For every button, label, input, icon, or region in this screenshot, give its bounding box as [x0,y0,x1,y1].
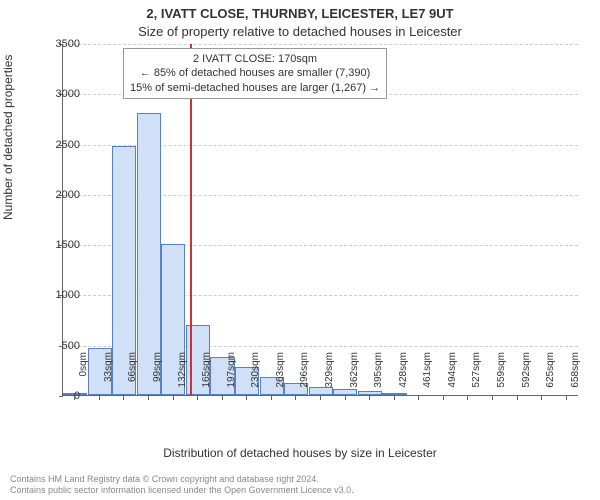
xtick-mark [394,396,395,400]
y-axis-label: Number of detached properties [1,55,15,220]
x-axis-label: Distribution of detached houses by size … [0,446,600,460]
xtick-label: 527sqm [471,352,482,402]
xtick-label: 494sqm [447,352,458,402]
xtick-label: 395sqm [373,352,384,402]
gridline [63,44,578,45]
plot-area: 2 IVATT CLOSE: 170sqm← 85% of detached h… [62,44,578,396]
xtick-label: 99sqm [152,352,163,402]
credits: Contains HM Land Registry data © Crown c… [10,474,354,497]
xtick-label: 461sqm [422,352,433,402]
xtick-mark [173,396,174,400]
xtick-label: 625sqm [545,352,556,402]
xtick-mark [320,396,321,400]
xtick-mark [443,396,444,400]
xtick-mark [123,396,124,400]
ytick-label: 2000 [40,189,80,201]
ytick-label: 2500 [40,139,80,151]
xtick-label: 263sqm [275,352,286,402]
chart-container: 2, IVATT CLOSE, THURNBY, LEICESTER, LE7 … [0,0,600,500]
xtick-mark [99,396,100,400]
credits-line-2: Contains public sector information licen… [10,485,354,496]
xtick-label: 33sqm [103,352,114,402]
xtick-mark [246,396,247,400]
xtick-mark [271,396,272,400]
xtick-label: 362sqm [349,352,360,402]
credits-line-1: Contains HM Land Registry data © Crown c… [10,474,354,485]
xtick-mark [566,396,567,400]
xtick-mark [222,396,223,400]
ytick-label: 1500 [40,239,80,251]
xtick-label: 132sqm [177,352,188,402]
annotation-line: 2 IVATT CLOSE: 170sqm [130,52,380,66]
xtick-mark [148,396,149,400]
xtick-label: 165sqm [201,352,212,402]
ytick-label: 3000 [40,88,80,100]
xtick-label: 197sqm [226,352,237,402]
xtick-label: 658sqm [570,352,581,402]
annotation-line: 15% of semi-detached houses are larger (… [130,81,380,95]
ytick-label: 3500 [40,38,80,50]
xtick-mark [295,396,296,400]
chart-subtitle: Size of property relative to detached ho… [0,24,600,39]
xtick-mark [467,396,468,400]
xtick-mark [517,396,518,400]
xtick-mark [74,396,75,400]
xtick-label: 329sqm [324,352,335,402]
xtick-mark [345,396,346,400]
xtick-mark [418,396,419,400]
chart-title: 2, IVATT CLOSE, THURNBY, LEICESTER, LE7 … [0,6,600,21]
xtick-label: 428sqm [398,352,409,402]
xtick-mark [369,396,370,400]
ytick-label: 1000 [40,289,80,301]
xtick-mark [492,396,493,400]
xtick-label: 0sqm [78,352,89,402]
xtick-label: 592sqm [521,352,532,402]
xtick-label: 559sqm [496,352,507,402]
xtick-label: 66sqm [127,352,138,402]
xtick-mark [197,396,198,400]
annotation-line: ← 85% of detached houses are smaller (7,… [130,66,380,80]
xtick-label: 230sqm [250,352,261,402]
xtick-mark [541,396,542,400]
annotation-box: 2 IVATT CLOSE: 170sqm← 85% of detached h… [123,48,387,99]
xtick-label: 296sqm [299,352,310,402]
ytick-label: 500 [40,340,80,352]
